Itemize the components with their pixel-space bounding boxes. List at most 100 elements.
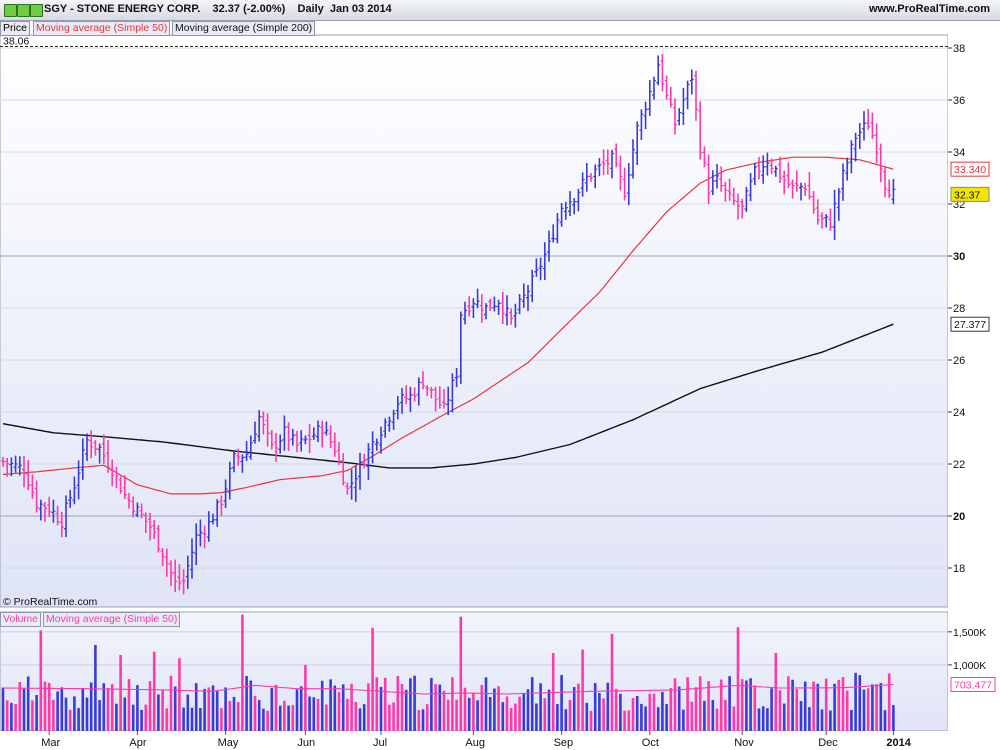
volume-bar: [283, 700, 286, 731]
ohlc-bar: [400, 388, 404, 414]
volume-bar: [694, 687, 698, 731]
ohlc-bar: [673, 98, 677, 135]
ohlc-bar: [269, 430, 274, 450]
ohlc-bar: [521, 283, 526, 308]
volume-bar: [493, 688, 496, 731]
window-button-minimize[interactable]: [17, 4, 30, 17]
volume-bar: [425, 704, 429, 731]
ohlc-bar: [731, 187, 736, 206]
window-button-maximize[interactable]: [30, 4, 43, 17]
ohlc-bar: [421, 371, 425, 390]
volume-bar: [308, 696, 311, 731]
ohlc-bar: [290, 428, 295, 446]
ohlc-bar: [757, 156, 761, 180]
volume-bar: [173, 686, 177, 731]
volume-bar: [799, 700, 803, 731]
ohlc-bar: [778, 156, 782, 184]
ohlc-bar: [89, 430, 94, 459]
ohlc-bar: [311, 427, 316, 440]
volume-bar: [140, 709, 143, 731]
ohlc-bar: [811, 190, 816, 214]
ohlc-bar: [202, 525, 207, 549]
ohlc-bar: [601, 149, 606, 176]
volume-bar: [52, 699, 55, 731]
ohlc-bar: [118, 476, 123, 494]
legend-volume[interactable]: Volume: [0, 612, 42, 627]
volume-bar: [430, 677, 433, 731]
ohlc-bar: [437, 386, 442, 409]
ohlc-bar: [265, 413, 270, 447]
ohlc-bar: [794, 170, 799, 192]
ohlc-bar: [542, 242, 547, 280]
volume-bar: [64, 697, 68, 731]
ohlc-bar: [790, 179, 795, 199]
price-tick-label: 20: [953, 511, 965, 523]
volume-bar: [446, 699, 450, 731]
time-axis-label: 2014: [886, 737, 911, 749]
ohlc-bar: [799, 182, 803, 201]
ohlc-bar: [412, 387, 417, 402]
price-badge-last: 32.37: [950, 186, 990, 202]
volume-bar: [165, 708, 169, 731]
volume-bar: [564, 709, 568, 731]
ohlc-bar: [156, 525, 161, 553]
window-button-close[interactable]: [4, 4, 17, 17]
legend-volume-ma[interactable]: Moving average (Simple 50): [43, 612, 181, 627]
ohlc-bar: [408, 386, 413, 412]
volume-bar: [438, 684, 442, 731]
volume-bar: [522, 693, 526, 731]
volume-bar: [152, 651, 156, 731]
ohlc-bar: [295, 430, 299, 453]
volume-bar: [85, 697, 89, 731]
ohlc-bar: [446, 386, 451, 416]
ohlc-bar: [337, 441, 341, 465]
ohlc-bar: [618, 155, 623, 191]
ohlc-bar: [803, 182, 808, 196]
ohlc-bar: [824, 214, 829, 228]
ohlc-bar: [694, 70, 698, 121]
ohlc-bar: [715, 164, 719, 189]
volume-bar: [623, 710, 626, 731]
volume-bar: [766, 708, 769, 731]
ohlc-bar: [740, 198, 745, 219]
volume-bar: [299, 686, 303, 731]
ohlc-bar: [240, 454, 245, 473]
ohlc-bar: [874, 123, 879, 164]
volume-bar: [400, 683, 404, 731]
ohlc-bar: [177, 564, 182, 591]
volume-bar: [245, 675, 248, 731]
ohlc-bar: [744, 186, 749, 212]
ohlc-bar: [866, 108, 871, 130]
site-link[interactable]: www.ProRealTime.com: [868, 3, 990, 15]
ohlc-bar: [164, 548, 169, 577]
ohlc-bar: [622, 167, 627, 201]
ohlc-bar: [450, 373, 455, 413]
ohlc-bar: [278, 434, 283, 454]
legend-ma200[interactable]: Moving average (Simple 200): [172, 21, 316, 36]
ohlc-bar: [526, 285, 530, 312]
volume-bar: [341, 684, 345, 731]
volume-bar: [241, 614, 244, 731]
volume-bar: [35, 694, 38, 731]
legend-price[interactable]: Price: [0, 21, 30, 36]
svg-text:27.377: 27.377: [954, 319, 986, 331]
legend-ma50[interactable]: Moving average (Simple 50): [33, 21, 171, 36]
volume-bar: [501, 702, 505, 731]
ohlc-bar: [169, 560, 173, 586]
volume-bar: [547, 689, 551, 731]
ohlc-bar: [404, 385, 409, 405]
ohlc-bar: [232, 450, 236, 473]
ohlc-bar: [425, 385, 430, 397]
ohlc-bar: [244, 441, 249, 461]
volume-bar: [543, 698, 547, 731]
volume-bar: [871, 684, 874, 731]
volume-bar: [249, 680, 253, 731]
volume-bar: [409, 678, 412, 731]
price-panel: [0, 34, 949, 608]
ohlc-bar: [362, 454, 367, 469]
ohlc-bar: [488, 298, 493, 311]
ohlc-bar: [664, 75, 669, 100]
ohlc-bar: [685, 80, 690, 110]
volume-bar: [858, 675, 862, 731]
ohlc-bar: [236, 448, 241, 466]
